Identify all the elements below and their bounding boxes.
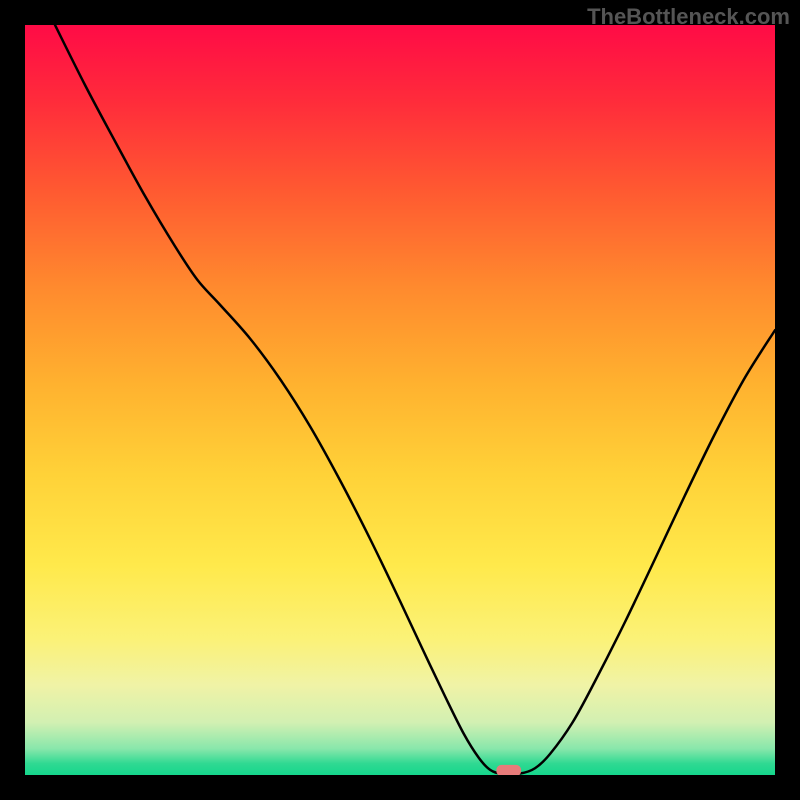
plot-area: [25, 25, 775, 775]
chart-container: TheBottleneck.com: [0, 0, 800, 800]
watermark-text: TheBottleneck.com: [587, 4, 790, 30]
gradient-background: [25, 25, 775, 775]
plot-svg: [25, 25, 775, 775]
optimal-marker: [496, 765, 521, 775]
